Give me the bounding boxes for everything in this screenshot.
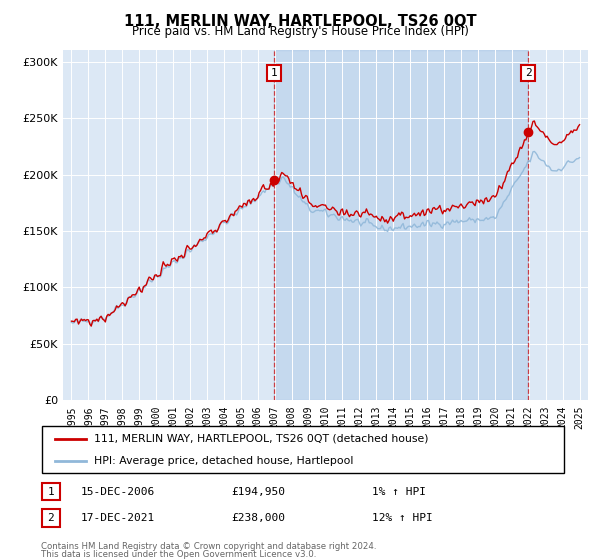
Text: Price paid vs. HM Land Registry's House Price Index (HPI): Price paid vs. HM Land Registry's House … — [131, 25, 469, 38]
Text: 1% ↑ HPI: 1% ↑ HPI — [372, 487, 426, 497]
Text: £238,000: £238,000 — [231, 513, 285, 523]
Text: 17-DEC-2021: 17-DEC-2021 — [81, 513, 155, 523]
Text: 15-DEC-2006: 15-DEC-2006 — [81, 487, 155, 497]
Text: 1: 1 — [47, 487, 55, 497]
Text: Contains HM Land Registry data © Crown copyright and database right 2024.: Contains HM Land Registry data © Crown c… — [41, 542, 376, 550]
Text: This data is licensed under the Open Government Licence v3.0.: This data is licensed under the Open Gov… — [41, 550, 316, 559]
Text: 111, MERLIN WAY, HARTLEPOOL, TS26 0QT: 111, MERLIN WAY, HARTLEPOOL, TS26 0QT — [124, 14, 476, 29]
Text: 12% ↑ HPI: 12% ↑ HPI — [372, 513, 433, 523]
Text: HPI: Average price, detached house, Hartlepool: HPI: Average price, detached house, Hart… — [94, 456, 353, 466]
FancyBboxPatch shape — [42, 510, 60, 526]
FancyBboxPatch shape — [42, 426, 564, 473]
FancyBboxPatch shape — [42, 483, 60, 500]
Bar — [274, 50, 528, 400]
Text: 1: 1 — [271, 68, 277, 78]
Text: 2: 2 — [524, 68, 532, 78]
Text: 111, MERLIN WAY, HARTLEPOOL, TS26 0QT (detached house): 111, MERLIN WAY, HARTLEPOOL, TS26 0QT (d… — [94, 434, 429, 444]
Text: 2: 2 — [47, 513, 55, 523]
Text: £194,950: £194,950 — [231, 487, 285, 497]
